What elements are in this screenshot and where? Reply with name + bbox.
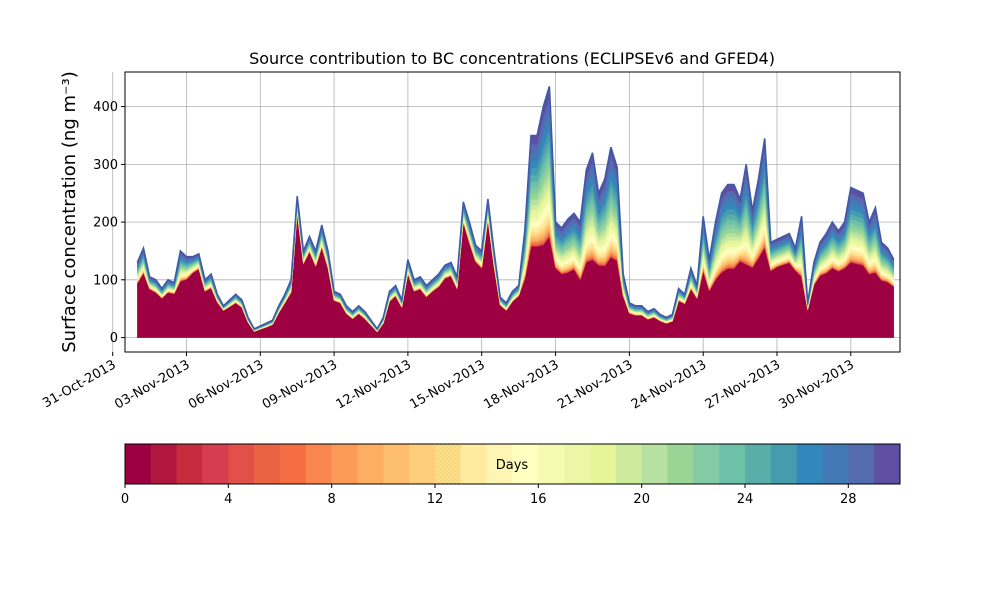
colorbar-cell-10 — [383, 444, 410, 484]
colorbar-tick-label-0: 0 — [121, 492, 129, 507]
x-tick-label-2: 06-Nov-2013 — [186, 357, 266, 412]
colorbar-cells — [125, 444, 901, 484]
y-axis-label: Surface concentration (ng m⁻³) — [59, 71, 80, 353]
x-tick-label-3: 09-Nov-2013 — [260, 357, 340, 412]
x-tick-label-1: 03-Nov-2013 — [112, 357, 192, 412]
colorbar-cell-11 — [409, 444, 436, 484]
colorbar-cell-24 — [745, 444, 772, 484]
colorbar-tick-label-6: 24 — [737, 492, 754, 507]
y-tick-label-3: 300 — [93, 158, 118, 173]
x-tick-label-7: 21-Nov-2013 — [555, 357, 635, 412]
x-tick-label-9: 27-Nov-2013 — [703, 357, 783, 412]
x-tick-label-5: 15-Nov-2013 — [407, 357, 487, 412]
colorbar-cell-17 — [564, 444, 591, 484]
colorbar-cell-29 — [874, 444, 901, 484]
colorbar-tick-label-2: 8 — [328, 492, 336, 507]
colorbar-cell-6 — [280, 444, 307, 484]
y-tick-label-2: 200 — [93, 216, 118, 231]
y-tick-label-0: 0 — [110, 331, 118, 346]
colorbar-cell-14 — [486, 444, 513, 484]
plot-area: 0 100 200 300 400 31-Oct-201303-Nov-201306-N… — [40, 71, 901, 412]
colorbar-cell-19 — [615, 444, 642, 484]
colorbar-tick-label-1: 4 — [224, 492, 232, 507]
colorbar-cell-22 — [693, 444, 720, 484]
x-axis-ticks: 31-Oct-201303-Nov-201306-Nov-201309-Nov-… — [40, 352, 857, 412]
colorbar-cell-20 — [641, 444, 668, 484]
colorbar-cell-15 — [512, 444, 539, 484]
colorbar-cell-1 — [150, 444, 177, 484]
colorbar-cell-9 — [357, 444, 384, 484]
colorbar-cell-7 — [305, 444, 332, 484]
colorbar-ticks: 0 4 8 12 16 20 24 28 — [121, 484, 857, 507]
colorbar-cell-23 — [719, 444, 746, 484]
colorbar-frame — [124, 443, 901, 485]
colorbar-cell-2 — [176, 444, 203, 484]
chart-title: Source contribution to BC concentrations… — [249, 49, 775, 68]
colorbar-tick-label-5: 20 — [633, 492, 650, 507]
colorbar-cell-27 — [822, 444, 849, 484]
colorbar-label: Days — [496, 458, 529, 473]
colorbar-cell-4 — [228, 444, 255, 484]
colorbar-cell-26 — [796, 444, 823, 484]
colorbar-cell-16 — [538, 444, 565, 484]
y-axis-ticks: 0 100 200 300 400 — [93, 100, 125, 346]
x-tick-label-0: 31-Oct-2013 — [40, 357, 118, 411]
colorbar-cell-5 — [254, 444, 281, 484]
area-band-day-1 — [137, 213, 894, 338]
total-concentration-line — [136, 86, 895, 331]
colorbar-cell-25 — [770, 444, 797, 484]
colorbar-cell-21 — [667, 444, 694, 484]
colorbar-cell-28 — [848, 444, 875, 484]
stacked-area-series — [136, 86, 895, 338]
x-tick-label-10: 30-Nov-2013 — [777, 357, 857, 412]
x-tick-label-6: 18-Nov-2013 — [481, 357, 561, 412]
plot-frame — [124, 71, 901, 353]
colorbar-tick-label-4: 16 — [530, 492, 547, 507]
colorbar-cell-3 — [202, 444, 229, 484]
x-tick-label-8: 24-Nov-2013 — [629, 357, 709, 412]
colorbar-cell-12 — [435, 444, 462, 484]
y-tick-label-1: 100 — [93, 273, 118, 288]
colorbar-cell-13 — [460, 444, 487, 484]
colorbar-tick-label-3: 12 — [427, 492, 444, 507]
colorbar-cell-18 — [590, 444, 617, 484]
y-tick-label-4: 400 — [93, 100, 118, 115]
colorbar-tick-label-7: 28 — [840, 492, 857, 507]
colorbar: Days 0 4 8 12 16 20 24 28 — [121, 443, 901, 507]
x-tick-label-4: 12-Nov-2013 — [334, 357, 414, 412]
colorbar-cell-0 — [125, 444, 152, 484]
colorbar-cell-8 — [331, 444, 358, 484]
